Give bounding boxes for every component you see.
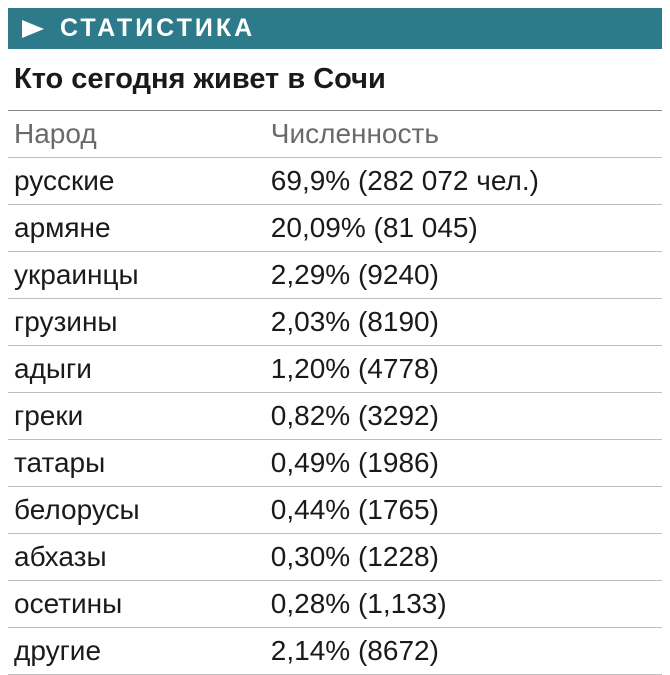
cell-count: 20,09% (81 045) — [271, 212, 656, 244]
cell-count: 2,03% (8190) — [271, 306, 656, 338]
table-row: греки 0,82% (3292) — [8, 393, 662, 440]
table-header: Народ Численность — [8, 111, 662, 158]
cell-people: адыги — [14, 353, 271, 385]
cell-count: 69,9% (282 072 чел.) — [271, 165, 656, 197]
cell-people: осетины — [14, 588, 271, 620]
population-table: Народ Численность русские 69,9% (282 072… — [8, 111, 662, 675]
card-title: Кто сегодня живет в Сочи — [8, 49, 662, 111]
cell-count: 0,82% (3292) — [271, 400, 656, 432]
table-row: грузины 2,03% (8190) — [8, 299, 662, 346]
cell-people: греки — [14, 400, 271, 432]
cell-count: 0,30% (1228) — [271, 541, 656, 573]
table-row: адыги 1,20% (4778) — [8, 346, 662, 393]
cell-count: 1,20% (4778) — [271, 353, 656, 385]
cell-people: абхазы — [14, 541, 271, 573]
cell-count: 0,44% (1765) — [271, 494, 656, 526]
table-row: русские 69,9% (282 072 чел.) — [8, 158, 662, 205]
table-row: татары 0,49% (1986) — [8, 440, 662, 487]
statistics-card: СТАТИСТИКА Кто сегодня живет в Сочи Наро… — [8, 8, 662, 675]
banner-label: СТАТИСТИКА — [60, 14, 255, 43]
cell-people: татары — [14, 447, 271, 479]
header-col-people: Народ — [14, 118, 271, 150]
table-row: армяне 20,09% (81 045) — [8, 205, 662, 252]
table-row: абхазы 0,30% (1228) — [8, 534, 662, 581]
banner: СТАТИСТИКА — [8, 8, 662, 49]
cell-people: украинцы — [14, 259, 271, 291]
arrow-icon — [22, 20, 44, 38]
cell-people: другие — [14, 635, 271, 667]
table-row: другие 2,14% (8672) — [8, 628, 662, 675]
cell-people: русские — [14, 165, 271, 197]
cell-count: 0,49% (1986) — [271, 447, 656, 479]
table-row: украинцы 2,29% (9240) — [8, 252, 662, 299]
cell-people: армяне — [14, 212, 271, 244]
header-col-count: Численность — [271, 118, 656, 150]
table-row: белорусы 0,44% (1765) — [8, 487, 662, 534]
cell-people: грузины — [14, 306, 271, 338]
cell-count: 2,29% (9240) — [271, 259, 656, 291]
cell-count: 2,14% (8672) — [271, 635, 656, 667]
table-row: осетины 0,28% (1,133) — [8, 581, 662, 628]
cell-people: белорусы — [14, 494, 271, 526]
cell-count: 0,28% (1,133) — [271, 588, 656, 620]
